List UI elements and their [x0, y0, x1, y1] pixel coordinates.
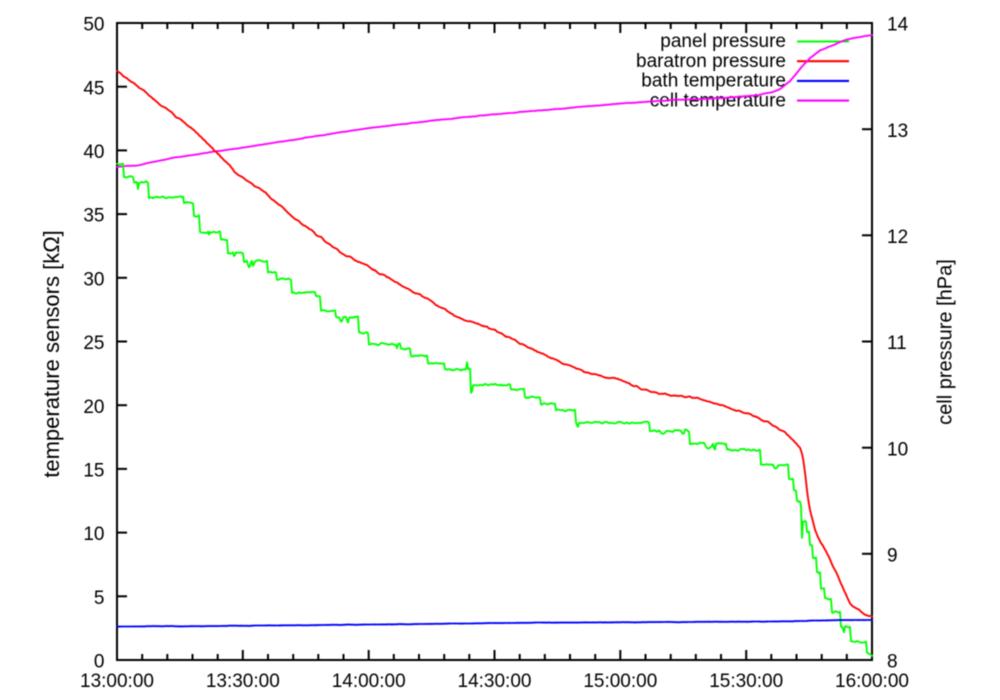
svg-text:0: 0 [94, 652, 105, 673]
svg-text:8: 8 [887, 652, 898, 673]
svg-text:10: 10 [83, 524, 104, 545]
svg-text:cell pressure [hPa]: cell pressure [hPa] [935, 259, 957, 425]
svg-text:panel pressure: panel pressure [660, 31, 786, 52]
svg-text:50: 50 [83, 15, 104, 36]
svg-text:15:30:00: 15:30:00 [709, 671, 783, 692]
svg-text:5: 5 [94, 588, 105, 609]
svg-text:15:00:00: 15:00:00 [583, 671, 657, 692]
svg-text:11: 11 [887, 333, 907, 354]
svg-text:14:30:00: 14:30:00 [458, 671, 532, 692]
svg-text:temperature sensors [kΩ]: temperature sensors [kΩ] [39, 230, 64, 478]
svg-text:14: 14 [887, 15, 909, 36]
svg-text:15: 15 [83, 461, 104, 482]
svg-text:10: 10 [887, 439, 908, 460]
svg-text:40: 40 [83, 142, 104, 163]
svg-text:20: 20 [83, 397, 104, 418]
svg-text:9: 9 [887, 545, 898, 566]
svg-text:13: 13 [887, 121, 908, 142]
svg-text:45: 45 [83, 78, 104, 99]
svg-text:14:00:00: 14:00:00 [332, 671, 406, 692]
svg-text:bath temperature: bath temperature [641, 71, 786, 92]
svg-text:12: 12 [887, 227, 908, 248]
svg-text:13:30:00: 13:30:00 [206, 671, 280, 692]
svg-text:30: 30 [83, 269, 104, 290]
svg-text:baratron pressure: baratron pressure [636, 51, 786, 72]
svg-text:13:00:00: 13:00:00 [80, 671, 154, 692]
svg-text:25: 25 [83, 333, 104, 354]
svg-text:16:00:00: 16:00:00 [835, 671, 909, 692]
svg-text:35: 35 [83, 206, 104, 227]
